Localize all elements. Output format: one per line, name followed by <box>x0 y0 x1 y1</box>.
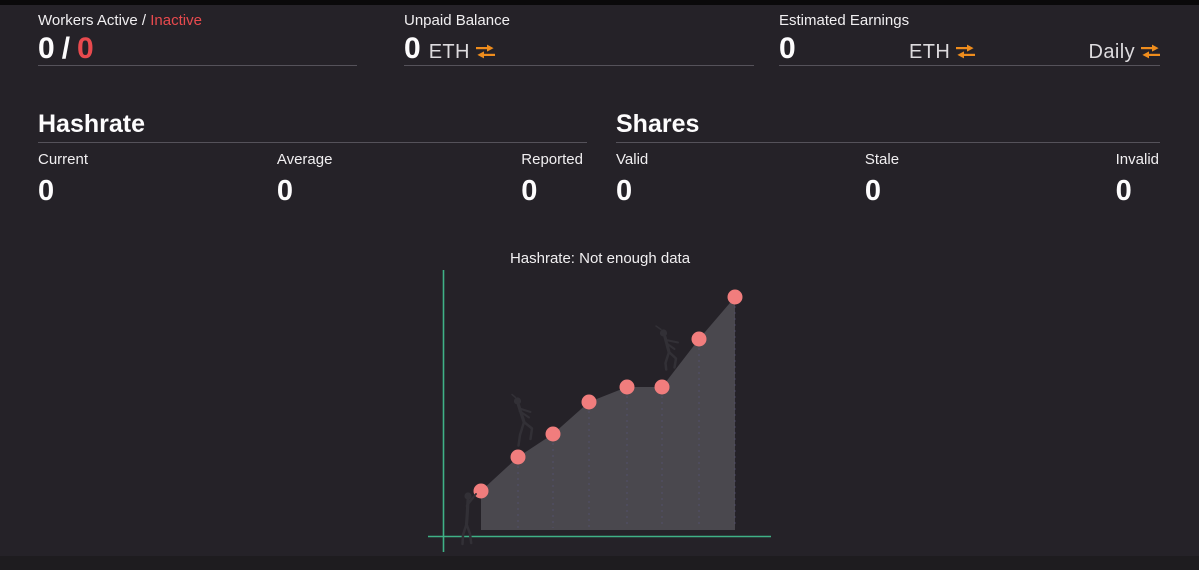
data-point-dot <box>727 289 743 305</box>
unpaid-balance-label: Unpaid Balance <box>404 12 510 29</box>
climber-upper-figure <box>655 325 679 371</box>
data-point-dot <box>654 379 670 395</box>
hashrate-columns: Current 0 Average 0 Reported 0 <box>38 151 583 206</box>
shares-rule <box>616 142 1160 143</box>
hashrate-section-title: Hashrate <box>38 110 145 138</box>
data-point-dot <box>510 449 526 465</box>
earnings-period-label: Daily <box>1088 41 1135 63</box>
unpaid-balance-stat-card: Unpaid Balance 0 ETH <box>404 9 754 66</box>
climbing-mountain-illustration <box>428 270 771 552</box>
shares-stale-value: 0 <box>864 175 881 207</box>
shares-stale-column: Stale 0 <box>865 151 899 206</box>
estimated-earnings-stat-card: Estimated Earnings 0 ETH Daily <box>779 9 1160 66</box>
top-black-strip <box>0 0 1199 5</box>
shares-section-title: Shares <box>616 110 700 138</box>
workers-label: Workers Active / Inactive <box>38 9 357 29</box>
unpaid-balance-amount: 0 <box>404 32 421 65</box>
estimated-earnings-label: Estimated Earnings <box>779 12 910 29</box>
workers-stat-card: Workers Active / Inactive 0/0 <box>38 9 357 66</box>
shares-columns: Valid 0 Stale 0 Invalid 0 <box>616 151 1159 206</box>
data-point-dot <box>473 483 489 499</box>
workers-active-label: Workers Active / <box>38 12 151 29</box>
data-point-dot <box>545 426 561 442</box>
unpaid-balance-value-row: 0 ETH <box>404 34 754 67</box>
workers-inactive-count: 0 <box>77 32 94 65</box>
earnings-period-toggle[interactable]: Daily <box>1089 37 1160 67</box>
data-point-dot <box>619 379 635 395</box>
chart-empty-state-title: Hashrate: Not enough data <box>509 250 691 267</box>
shares-valid-column: Valid 0 <box>616 151 648 206</box>
earnings-currency-label: ETH <box>909 41 951 63</box>
currency-swap-icon[interactable] <box>475 44 495 59</box>
workers-active-count: 0 <box>38 32 55 65</box>
hashrate-average-label: Average <box>276 151 333 168</box>
hashrate-reported-value: 0 <box>521 175 538 207</box>
unpaid-balance-currency: ETH <box>428 41 470 63</box>
estimated-earnings-value-row: 0 ETH Daily <box>779 34 1160 67</box>
dashboard: Workers Active / Inactive 0/0 Unpaid Bal… <box>0 5 1199 556</box>
shares-invalid-column: Invalid 0 <box>1116 151 1159 206</box>
shares-valid-value: 0 <box>616 175 633 207</box>
climber-middle-figure <box>511 393 534 447</box>
workers-value: 0/0 <box>38 34 357 64</box>
hashrate-reported-column: Reported 0 <box>521 151 583 206</box>
shares-valid-label: Valid <box>616 151 649 168</box>
earnings-currency-toggle[interactable]: ETH <box>909 37 976 67</box>
shares-invalid-label: Invalid <box>1115 151 1159 168</box>
hashrate-current-label: Current <box>38 151 89 168</box>
data-point-dot <box>691 331 707 347</box>
estimated-earnings-amount: 0 <box>779 32 796 65</box>
workers-inactive-label: Inactive <box>150 12 202 29</box>
hashrate-rule <box>38 142 587 143</box>
mountain-area-shape <box>481 297 735 530</box>
hashrate-reported-label: Reported <box>521 151 583 168</box>
period-swap-icon[interactable] <box>1141 44 1160 59</box>
shares-invalid-value: 0 <box>1115 175 1132 207</box>
workers-separator: / <box>61 32 71 65</box>
hashrate-average-value: 0 <box>276 175 293 207</box>
data-point-dot <box>581 394 597 410</box>
hashrate-current-value: 0 <box>38 175 55 207</box>
climber-bottom-left-figure <box>461 492 477 546</box>
currency-swap-icon[interactable] <box>956 44 976 59</box>
hashrate-average-column: Average 0 <box>277 151 333 206</box>
data-point-markers <box>473 289 743 528</box>
hashrate-current-column: Current 0 <box>38 151 88 206</box>
shares-stale-label: Stale <box>864 151 900 168</box>
